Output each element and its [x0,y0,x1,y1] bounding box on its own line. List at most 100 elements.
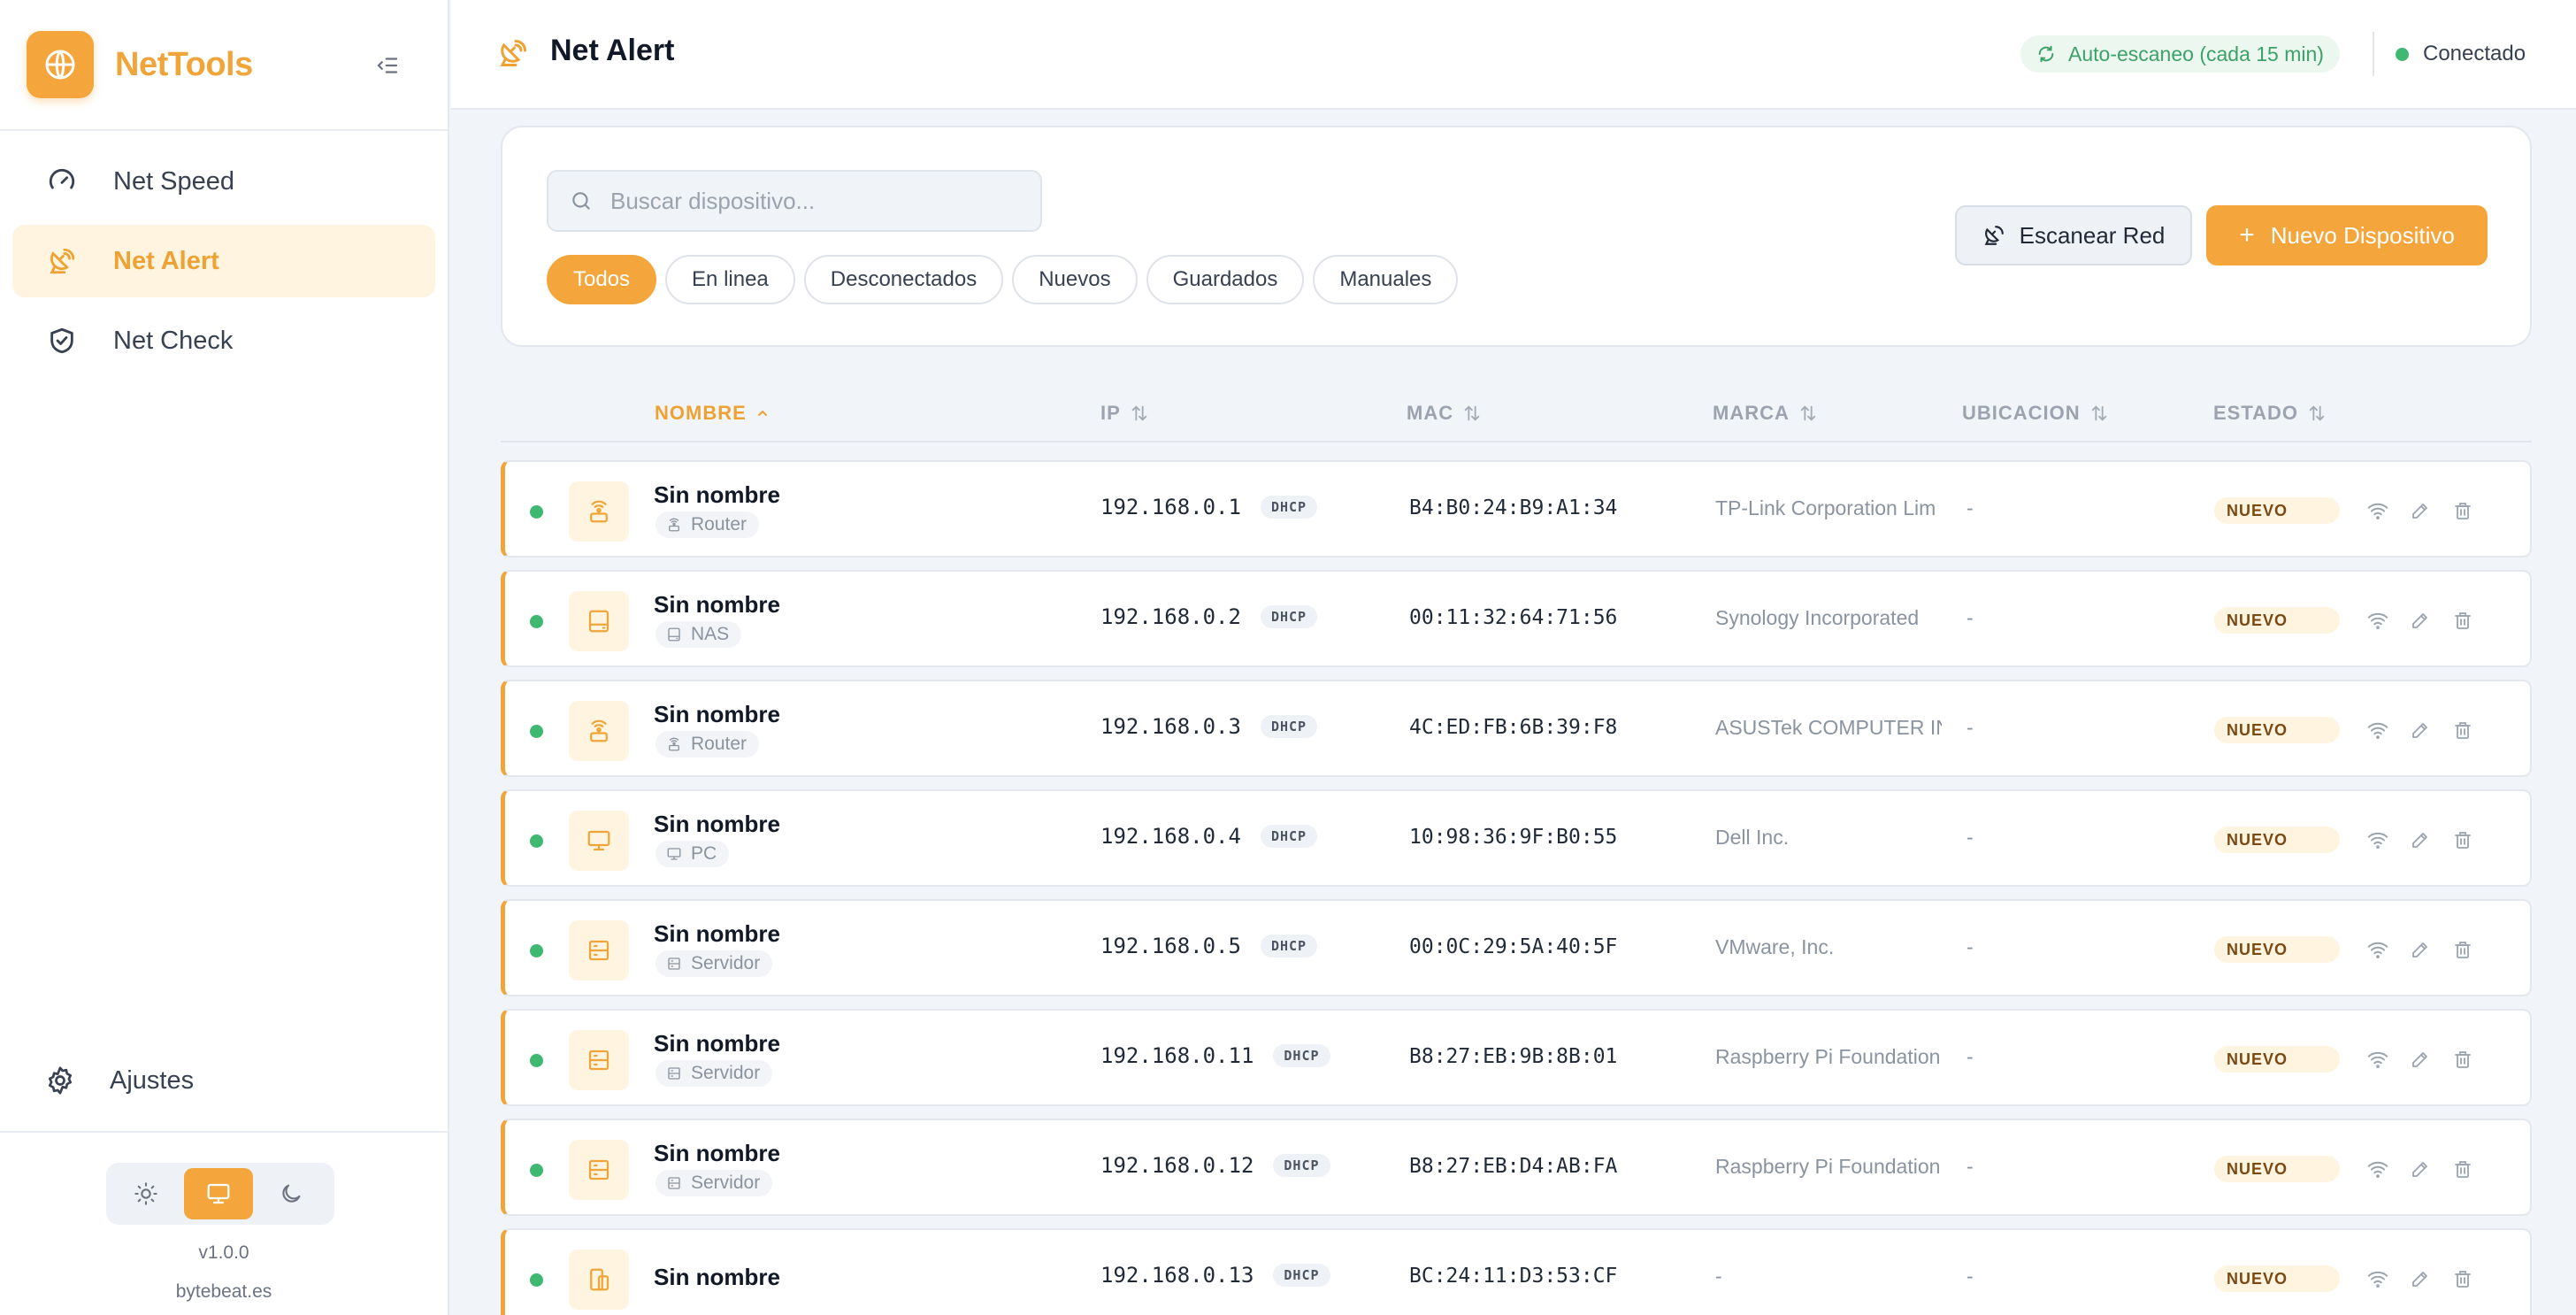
filter-chip-nuevos[interactable]: Nuevos [1012,255,1138,304]
table-row[interactable]: Sin nombre 192.168.0.13 DHCP BC:24:11:D3… [501,1228,2532,1315]
ip-mode-badge: DHCP [1260,605,1318,628]
server-icon [666,1065,682,1081]
ip-address: 192.168.0.2 [1100,604,1241,629]
wifi-icon[interactable] [2363,715,2393,745]
table-row[interactable]: Sin nombre Servidor 192.168.0.12 DHCP B8… [501,1119,2532,1216]
device-ip: 192.168.0.5 DHCP [1100,934,1318,958]
top-header: Net Alert Auto-escaneo (cada 15 min) Con… [451,0,2576,110]
device-location: - [1966,606,1974,629]
trash-icon[interactable] [2448,1154,2478,1184]
site-link[interactable]: bytebeat.es [175,1281,272,1302]
pencil-icon[interactable] [2405,1264,2435,1294]
table-row[interactable]: Sin nombre Router 192.168.0.3 DHCP 4C:ED… [501,680,2532,777]
pencil-icon[interactable] [2405,934,2435,965]
server-icon [569,1140,629,1200]
online-status-dot [530,505,543,519]
device-location: - [1966,1155,1974,1178]
monitor-icon[interactable] [184,1168,253,1219]
filter-chip-en-linea[interactable]: En linea [665,255,795,304]
column-header-ubicacion[interactable]: UBICACION [1962,402,2109,425]
wifi-icon[interactable] [2363,934,2393,965]
table-row[interactable]: Sin nombre Servidor 192.168.0.5 DHCP 00:… [501,899,2532,996]
sidebar-item-net-speed[interactable]: Net Speed [12,145,435,218]
column-label: MARCA [1713,402,1790,424]
column-label: IP [1100,402,1121,424]
trash-icon[interactable] [2448,715,2478,745]
connection-status: Conectado [2396,35,2526,73]
trash-icon[interactable] [2448,825,2478,855]
new-device-button[interactable]: + Nuevo Dispositivo [2206,205,2488,265]
brand: NetTools [0,0,448,131]
ip-mode-badge: DHCP [1260,715,1318,738]
column-header-nombre[interactable]: NOMBRE [655,402,770,425]
filter-chips: Todos En linea Desconectados Nuevos Guar… [547,255,1467,304]
table-row[interactable]: Sin nombre Servidor 192.168.0.11 DHCP B8… [501,1009,2532,1106]
device-type-label: Servidor [691,1063,761,1083]
column-header-mac[interactable]: MAC [1407,402,1482,425]
device-type-label: Router [691,734,748,754]
device-location: - [1966,826,1974,849]
connection-label: Conectado [2423,42,2526,65]
sun-icon[interactable] [111,1168,180,1219]
pencil-icon[interactable] [2405,1044,2435,1074]
filter-chip-desconectados[interactable]: Desconectados [803,255,1004,304]
trash-icon[interactable] [2448,496,2478,526]
device-mac: 00:0C:29:5A:40:5F [1409,935,1618,958]
sidebar-item-settings[interactable]: Ajustes [12,1044,435,1117]
wifi-icon[interactable] [2363,605,2393,635]
pencil-icon[interactable] [2405,496,2435,526]
router-icon [666,517,682,533]
trash-icon[interactable] [2448,934,2478,965]
sidebar-item-net-alert[interactable]: Net Alert [12,225,435,297]
settings-label: Ajustes [110,1065,195,1095]
sidebar-item-net-check[interactable]: Net Check [12,304,435,377]
filter-chip-manuales[interactable]: Manuales [1313,255,1459,304]
pencil-icon[interactable] [2405,825,2435,855]
column-header-estado[interactable]: ESTADO [2213,402,2327,425]
pencil-icon[interactable] [2405,605,2435,635]
device-name: Sin nombre [654,1030,781,1057]
globe-logo-icon [27,31,94,98]
collapse-sidebar-icon[interactable] [370,48,405,83]
device-ip: 192.168.0.3 DHCP [1100,714,1318,739]
filter-chip-todos[interactable]: Todos [547,255,657,304]
trash-icon[interactable] [2448,1264,2478,1294]
wifi-icon[interactable] [2363,825,2393,855]
trash-icon[interactable] [2448,1044,2478,1074]
column-header-ip[interactable]: IP [1100,402,1149,425]
table-row[interactable]: Sin nombre PC 192.168.0.4 DHCP 10:98:36:… [501,789,2532,887]
wifi-icon[interactable] [2363,1154,2393,1184]
online-status-dot [530,944,543,957]
wifi-icon[interactable] [2363,1264,2393,1294]
device-brand: ASUSTek COMPUTER IN [1715,716,1942,739]
server-icon [666,956,682,972]
wifi-icon[interactable] [2363,496,2393,526]
pencil-icon[interactable] [2405,715,2435,745]
device-mac: B8:27:EB:D4:AB:FA [1409,1155,1618,1178]
trash-icon[interactable] [2448,605,2478,635]
scan-network-button[interactable]: Escanear Red [1955,205,2192,265]
filter-chip-guardados[interactable]: Guardados [1146,255,1305,304]
ip-mode-badge: DHCP [1260,934,1318,957]
table-row[interactable]: Sin nombre NAS 192.168.0.2 DHCP 00:11:32… [501,570,2532,667]
column-header-marca[interactable]: MARCA [1713,402,1818,425]
moon-icon[interactable] [257,1168,326,1219]
wifi-icon[interactable] [2363,1044,2393,1074]
theme-switcher [106,1163,334,1225]
status-badge: NUEVO [2214,1046,2340,1073]
device-type-label: Servidor [691,1173,761,1193]
app-version: v1.0.0 [198,1242,249,1263]
device-type-label: Servidor [691,953,761,973]
pencil-icon[interactable] [2405,1154,2435,1184]
search-input[interactable] [610,187,1026,215]
table-row[interactable]: Sin nombre Router 192.168.0.1 DHCP B4:B0… [501,460,2532,558]
app-name: NetTools [115,45,253,83]
radar-dish-icon [44,243,80,279]
row-actions [2363,934,2490,965]
sort-icon [2089,404,2109,423]
sort-asc-icon [755,406,770,420]
ip-address: 192.168.0.3 [1100,714,1241,739]
device-mac: B8:27:EB:9B:8B:01 [1409,1045,1618,1068]
ip-mode-badge: DHCP [1273,1044,1330,1067]
device-name: Sin nombre [654,591,781,618]
